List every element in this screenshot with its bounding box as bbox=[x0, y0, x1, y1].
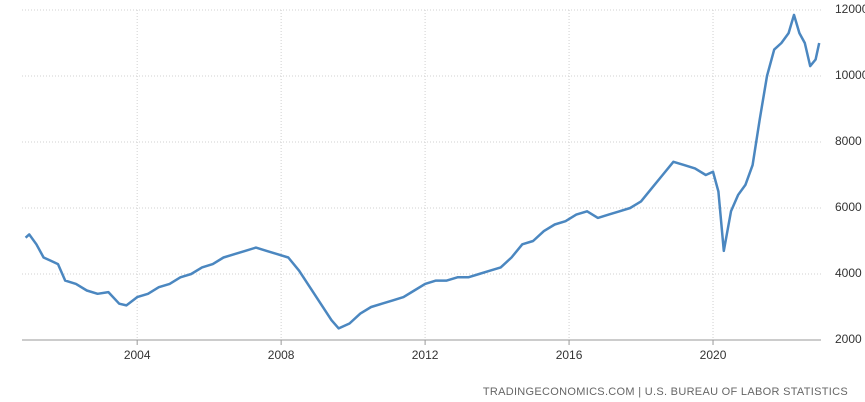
x-tick-label: 2012 bbox=[412, 348, 439, 362]
y-tick-label: 8000 bbox=[835, 134, 862, 148]
x-tick-label: 2016 bbox=[556, 348, 583, 362]
y-tick-label: 10000 bbox=[835, 68, 865, 82]
y-tick-label: 2000 bbox=[835, 332, 862, 346]
x-tick-label: 2008 bbox=[268, 348, 295, 362]
y-tick-label: 4000 bbox=[835, 266, 862, 280]
y-tick-label: 6000 bbox=[835, 200, 862, 214]
data-line bbox=[24, 13, 821, 330]
y-tick-label: 12000 bbox=[835, 2, 865, 16]
x-tick-label: 2020 bbox=[700, 348, 727, 362]
x-tick-label: 2004 bbox=[124, 348, 151, 362]
source-note: TRADINGECONOMICS.COM | U.S. BUREAU OF LA… bbox=[483, 386, 848, 398]
